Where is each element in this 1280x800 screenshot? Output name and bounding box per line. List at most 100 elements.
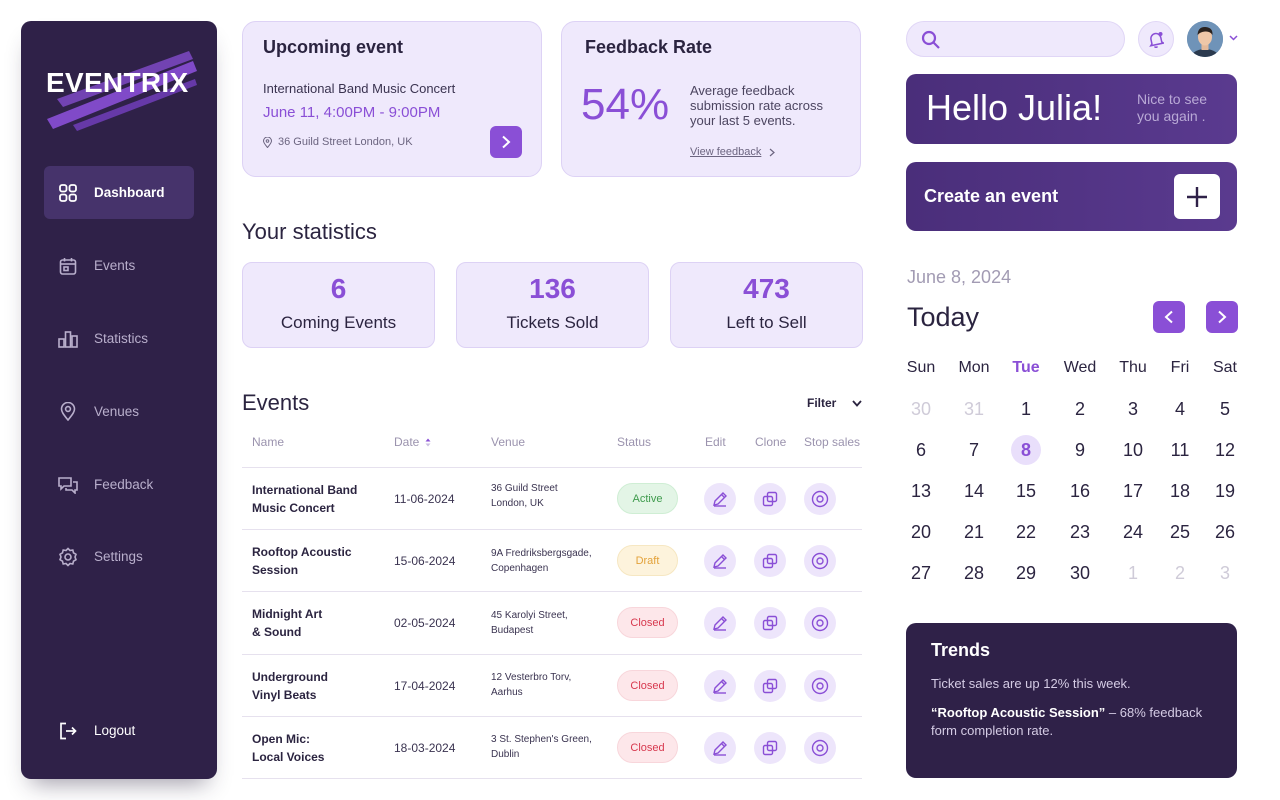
- edit-button[interactable]: [704, 483, 736, 515]
- event-name[interactable]: Open Mic: Local Voices: [252, 732, 325, 764]
- clone-button[interactable]: [754, 670, 786, 702]
- calendar-day[interactable]: 16: [1069, 480, 1091, 501]
- notifications-button[interactable]: [1138, 21, 1174, 57]
- calendar-day[interactable]: 1: [1020, 398, 1031, 419]
- calendar-day[interactable]: 9: [1074, 439, 1085, 460]
- chevron-left-icon: [1164, 310, 1173, 324]
- create-event-button[interactable]: Create an event: [906, 162, 1237, 231]
- upcoming-event-card: Upcoming event International Band Music …: [242, 21, 542, 177]
- brand-name: EVENTRIX: [46, 67, 189, 98]
- logout-icon: [58, 721, 78, 741]
- table-divider: [242, 716, 862, 717]
- filter-dropdown[interactable]: Filter: [807, 396, 863, 410]
- calendar-day[interactable]: 26: [1214, 521, 1236, 542]
- calendar-day[interactable]: 28: [963, 562, 985, 583]
- column-header-venue[interactable]: Venue: [491, 435, 526, 449]
- column-header-date[interactable]: Date: [394, 435, 431, 449]
- calendar-day[interactable]: 2: [1074, 398, 1085, 419]
- brand-logo[interactable]: EVENTRIX: [43, 49, 199, 131]
- column-header-stop-sales: Stop sales: [804, 435, 861, 449]
- pencil-icon: [713, 741, 727, 756]
- calendar-day[interactable]: 10: [1122, 439, 1144, 460]
- edit-button[interactable]: [704, 545, 736, 577]
- view-feedback-link[interactable]: View feedback: [690, 146, 776, 158]
- table-divider: [242, 778, 862, 779]
- stop-sales-button[interactable]: [804, 607, 836, 639]
- calendar-day[interactable]: 24: [1122, 521, 1144, 542]
- calendar-day[interactable]: 21: [963, 521, 985, 542]
- sidebar-item-feedback[interactable]: Feedback: [44, 458, 194, 511]
- sidebar-item-label: Venues: [94, 404, 140, 419]
- stop-sales-button[interactable]: [804, 670, 836, 702]
- column-header-status[interactable]: Status: [617, 435, 652, 449]
- stop-sales-button[interactable]: [804, 732, 836, 764]
- calendar-day[interactable]: 11: [1170, 439, 1190, 460]
- sidebar-item-settings[interactable]: Settings: [44, 530, 194, 583]
- event-date: 17-04-2024: [394, 679, 456, 693]
- calendar-day[interactable]: 5: [1219, 398, 1230, 419]
- calendar-day[interactable]: 27: [910, 562, 932, 583]
- stat-label: Left to Sell: [726, 313, 807, 332]
- avatar[interactable]: [1187, 21, 1223, 57]
- stop-sales-button[interactable]: [804, 483, 836, 515]
- calendar-next-button[interactable]: [1206, 301, 1238, 333]
- trends-card: Trends Ticket sales are up 12% this week…: [906, 623, 1237, 778]
- sidebar-item-statistics[interactable]: Statistics: [44, 312, 194, 365]
- table-divider: [242, 529, 862, 530]
- logout-button[interactable]: Logout: [44, 704, 194, 757]
- calendar-day[interactable]: 6: [915, 439, 926, 460]
- calendar-date: June 8, 2024: [907, 267, 1012, 287]
- calendar-day[interactable]: 30: [1069, 562, 1091, 583]
- clone-button[interactable]: [754, 483, 786, 515]
- clone-button[interactable]: [754, 607, 786, 639]
- open-upcoming-event-button[interactable]: [490, 126, 522, 158]
- calendar-today-label: Today: [907, 302, 980, 332]
- calendar-day[interactable]: 2: [1174, 562, 1185, 583]
- calendar-day[interactable]: 7: [968, 439, 979, 460]
- event-name[interactable]: Rooftop Acoustic Session: [252, 545, 352, 577]
- user-avatar-icon: [1187, 21, 1223, 57]
- calendar-day[interactable]: 13: [910, 480, 932, 501]
- sidebar-item-venues[interactable]: Venues: [44, 385, 194, 438]
- search-input[interactable]: [951, 28, 1116, 52]
- stop-icon: [811, 490, 829, 508]
- clone-button[interactable]: [754, 732, 786, 764]
- calendar-day[interactable]: 31: [963, 398, 985, 419]
- calendar-day[interactable]: 3: [1219, 562, 1230, 583]
- calendar-day[interactable]: 22: [1015, 521, 1037, 542]
- chevron-down-icon[interactable]: [1229, 35, 1238, 41]
- event-name[interactable]: Underground Vinyl Beats: [252, 670, 328, 702]
- copy-icon: [762, 491, 778, 507]
- chevron-right-icon: [502, 135, 511, 149]
- upcoming-event-datetime: June 11, 4:00PM - 9:00PM: [263, 104, 441, 121]
- calendar-day[interactable]: 3: [1127, 398, 1138, 419]
- calendar-day[interactable]: 1: [1127, 562, 1138, 583]
- copy-icon: [762, 678, 778, 694]
- calendar-day-selected[interactable]: 8: [1011, 435, 1041, 465]
- calendar-prev-button[interactable]: [1153, 301, 1185, 333]
- event-name[interactable]: International Band Music Concert: [252, 483, 358, 515]
- calendar-day[interactable]: 20: [910, 521, 932, 542]
- calendar-day[interactable]: 17: [1122, 480, 1144, 501]
- stop-sales-button[interactable]: [804, 545, 836, 577]
- calendar-day[interactable]: 25: [1169, 521, 1191, 542]
- edit-button[interactable]: [704, 670, 736, 702]
- calendar-day[interactable]: 29: [1015, 562, 1037, 583]
- event-name[interactable]: Midnight Art & Sound: [252, 607, 323, 639]
- edit-button[interactable]: [704, 732, 736, 764]
- calendar-day[interactable]: 15: [1015, 480, 1037, 501]
- clone-button[interactable]: [754, 545, 786, 577]
- calendar-day[interactable]: 19: [1214, 480, 1236, 501]
- logout-label: Logout: [94, 723, 136, 738]
- calendar-day[interactable]: 14: [963, 480, 985, 501]
- calendar-day[interactable]: 4: [1174, 398, 1185, 419]
- column-header-name[interactable]: Name: [252, 435, 285, 449]
- calendar-day[interactable]: 30: [910, 398, 932, 419]
- calendar-day[interactable]: 23: [1069, 521, 1091, 542]
- edit-button[interactable]: [704, 607, 736, 639]
- sidebar-item-events[interactable]: Events: [44, 239, 194, 292]
- calendar-weekday: Tue: [1012, 359, 1040, 376]
- sidebar-item-dashboard[interactable]: Dashboard: [44, 166, 194, 219]
- calendar-day[interactable]: 18: [1169, 480, 1191, 501]
- calendar-day[interactable]: 12: [1214, 439, 1236, 460]
